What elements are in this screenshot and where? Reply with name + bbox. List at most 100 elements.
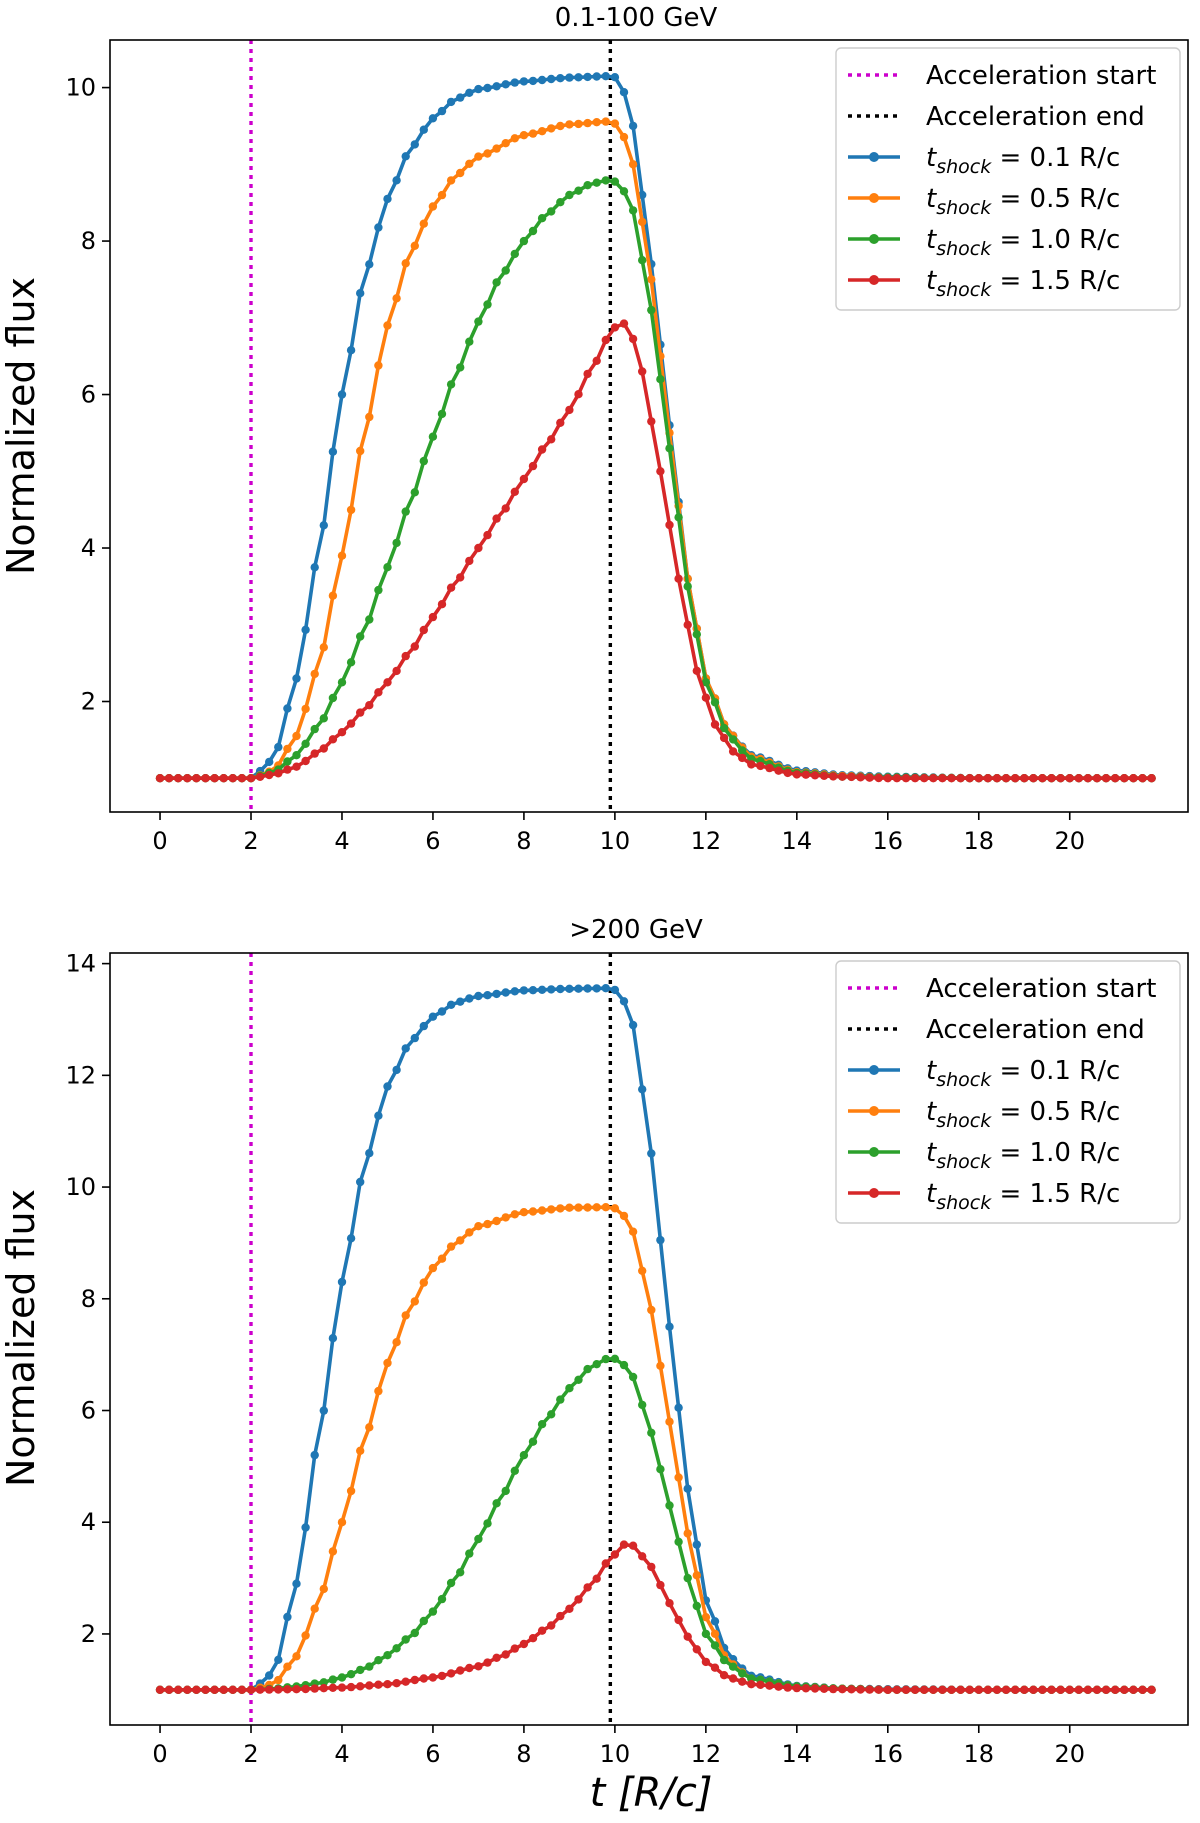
data-point bbox=[1147, 1685, 1156, 1695]
data-point bbox=[392, 176, 401, 185]
data-point bbox=[374, 361, 383, 370]
data-point bbox=[638, 217, 647, 227]
data-point bbox=[210, 1685, 219, 1695]
data-point bbox=[492, 144, 501, 153]
data-point bbox=[1065, 1685, 1074, 1695]
data-point bbox=[410, 488, 419, 497]
data-point bbox=[346, 1486, 356, 1496]
data-point bbox=[319, 1584, 328, 1594]
data-point bbox=[228, 1685, 237, 1695]
data-point bbox=[365, 1662, 374, 1671]
data-point bbox=[465, 88, 474, 98]
data-point bbox=[501, 1650, 510, 1659]
data-point bbox=[392, 1065, 401, 1075]
data-point bbox=[465, 337, 474, 346]
x-tick-label: 18 bbox=[963, 1740, 994, 1768]
data-point bbox=[583, 72, 592, 82]
data-point bbox=[437, 1671, 447, 1681]
data-point bbox=[638, 1085, 647, 1094]
data-point bbox=[374, 1386, 383, 1396]
data-point bbox=[274, 769, 283, 778]
data-point bbox=[401, 152, 410, 161]
data-point bbox=[728, 747, 738, 756]
data-point bbox=[601, 117, 610, 126]
y-tick-label: 10 bbox=[65, 1173, 96, 1201]
data-point bbox=[492, 82, 501, 91]
data-point bbox=[547, 207, 556, 216]
x-tick-label: 0 bbox=[152, 827, 167, 855]
data-point bbox=[465, 556, 474, 566]
data-point bbox=[701, 1613, 711, 1622]
data-point bbox=[674, 1473, 683, 1482]
data-point bbox=[610, 985, 620, 995]
data-point bbox=[219, 1685, 228, 1695]
data-point bbox=[665, 1417, 674, 1426]
data-point bbox=[283, 1662, 292, 1671]
data-point bbox=[301, 1523, 310, 1532]
data-point bbox=[892, 1685, 902, 1695]
data-point bbox=[1138, 774, 1147, 783]
data-point bbox=[1047, 1685, 1056, 1695]
data-point bbox=[483, 1219, 492, 1229]
data-point bbox=[446, 1578, 456, 1588]
data-point bbox=[437, 1594, 447, 1604]
data-point bbox=[510, 487, 519, 496]
data-point bbox=[328, 735, 338, 744]
data-point bbox=[210, 774, 219, 783]
data-point bbox=[719, 723, 729, 733]
data-point bbox=[838, 1685, 847, 1694]
data-point bbox=[910, 774, 920, 783]
data-point bbox=[628, 1020, 638, 1030]
data-point bbox=[474, 991, 483, 1001]
data-point bbox=[601, 1354, 610, 1364]
data-point bbox=[483, 83, 492, 93]
data-point bbox=[319, 1684, 328, 1693]
data-point bbox=[583, 1364, 592, 1374]
data-point bbox=[537, 75, 547, 85]
data-point bbox=[1147, 774, 1156, 783]
data-point bbox=[738, 746, 747, 755]
data-point bbox=[328, 1683, 338, 1693]
legend-marker bbox=[869, 1106, 879, 1116]
data-point bbox=[519, 77, 529, 86]
bottom-legend bbox=[835, 960, 1181, 1224]
data-point bbox=[765, 763, 774, 773]
y-tick-label: 2 bbox=[81, 687, 96, 715]
data-point bbox=[492, 1499, 501, 1508]
data-point bbox=[401, 651, 410, 661]
data-point bbox=[428, 612, 438, 622]
data-point bbox=[501, 504, 510, 513]
data-point bbox=[1074, 1685, 1084, 1695]
data-point bbox=[274, 742, 283, 752]
data-point bbox=[537, 1626, 547, 1635]
data-point bbox=[537, 445, 547, 454]
data-point bbox=[674, 1537, 683, 1547]
data-point bbox=[974, 774, 983, 783]
data-point bbox=[565, 1604, 574, 1614]
data-point bbox=[719, 1671, 729, 1680]
data-point bbox=[956, 1685, 965, 1695]
data-point bbox=[874, 773, 883, 783]
data-point bbox=[920, 774, 929, 783]
data-point bbox=[638, 1552, 647, 1561]
data-point bbox=[619, 88, 629, 97]
data-point bbox=[638, 367, 647, 376]
data-point bbox=[419, 125, 428, 134]
data-point bbox=[710, 1629, 720, 1639]
data-point bbox=[255, 1685, 265, 1694]
x-tick-label: 6 bbox=[425, 1740, 440, 1768]
data-point bbox=[501, 139, 510, 148]
data-point bbox=[283, 704, 292, 713]
data-point bbox=[647, 305, 656, 315]
data-point bbox=[419, 625, 428, 635]
data-point bbox=[465, 994, 474, 1003]
data-point bbox=[619, 997, 629, 1006]
data-point bbox=[155, 1685, 165, 1695]
data-point bbox=[610, 1204, 620, 1213]
legend-label: tshock = 1.0 R/c bbox=[926, 1138, 1120, 1173]
data-point bbox=[483, 991, 492, 1000]
data-point bbox=[683, 1632, 692, 1641]
data-point bbox=[474, 84, 483, 94]
data-point bbox=[601, 176, 610, 185]
data-point bbox=[1056, 774, 1065, 783]
